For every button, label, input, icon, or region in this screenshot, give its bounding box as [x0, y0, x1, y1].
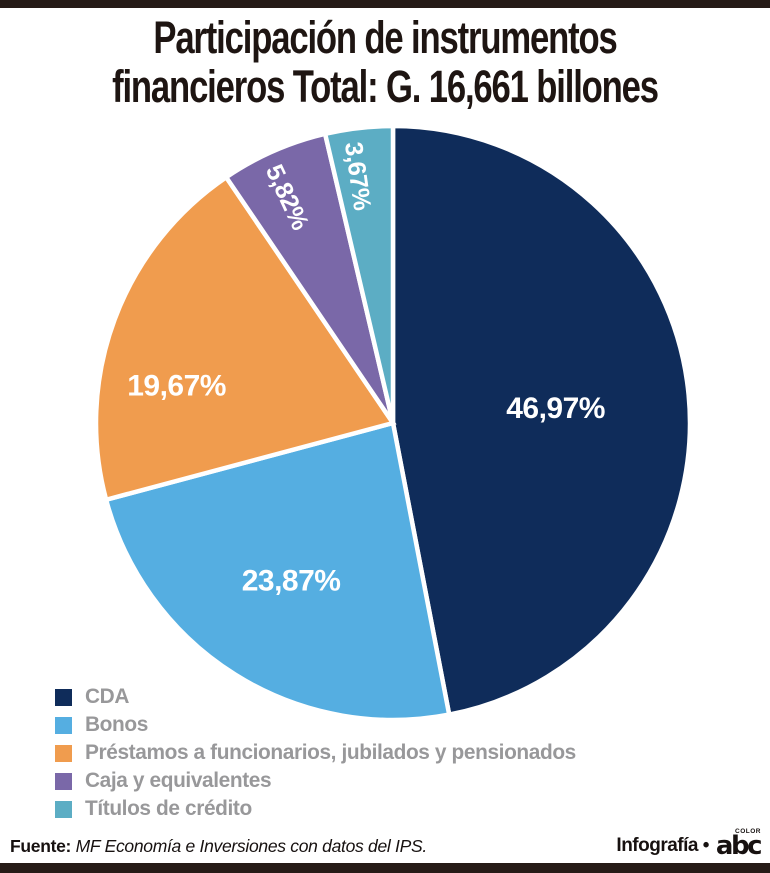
- legend-swatch-caja: [55, 772, 72, 790]
- legend-label-cda: CDA: [85, 684, 130, 709]
- pie-slice-value-prestamos: 19,67%: [127, 369, 226, 402]
- legend-label-titulos: Títulos de crédito: [85, 796, 252, 821]
- legend-label-caja: Caja y equivalentes: [85, 768, 272, 793]
- pie-slice-cda: [390, 123, 693, 718]
- source-text: MF Economía e Inversiones con datos del …: [75, 836, 428, 856]
- legend-item-titulos: Títulos de crédito: [55, 795, 591, 823]
- legend-swatch-cda: [55, 688, 72, 706]
- pie-slice-bonos: [103, 420, 452, 723]
- legend-item-caja: Caja y equivalentes: [55, 767, 591, 795]
- pie-slice-titulos: [322, 123, 396, 424]
- pie-slice-value-bonos: 23,87%: [242, 564, 341, 597]
- abc-logo-color-text: COLOR: [735, 828, 761, 836]
- legend-item-cda: CDA: [55, 683, 591, 711]
- footer: Fuente: MF Economía e Inversiones con da…: [10, 828, 763, 859]
- pie-slice-value-cda: 46,97%: [506, 392, 605, 425]
- legend-label-prestamos: Préstamos a funcionarios, jubilados y pe…: [85, 740, 576, 765]
- legend-label-bonos: Bonos: [85, 712, 148, 737]
- chart-title-line2: financieros Total: G. 16,661 billones: [112, 61, 659, 112]
- source-line: Fuente: MF Economía e Inversiones con da…: [10, 836, 427, 857]
- chart-title-line1: Participación de instrumentos: [153, 12, 617, 63]
- legend-item-prestamos: Préstamos a funcionarios, jubilados y pe…: [55, 739, 591, 767]
- credit-text: Infografía •: [616, 835, 709, 856]
- pie-slices: [93, 123, 693, 723]
- chart-title: Participación de instrumentos financiero…: [89, 13, 682, 111]
- abc-color-logo: COLOR abc: [716, 828, 763, 859]
- legend-item-bonos: Bonos: [55, 711, 591, 739]
- legend-swatch-titulos: [55, 800, 72, 818]
- top-bar: [0, 0, 770, 8]
- credit-line: Infografía • COLOR abc: [616, 828, 763, 859]
- legend-swatch-prestamos: [55, 744, 72, 762]
- bottom-bar: [0, 863, 770, 873]
- source-label: Fuente:: [10, 836, 72, 856]
- pie-slice-prestamos: [93, 174, 397, 503]
- legend-swatch-bonos: [55, 716, 72, 734]
- chart-legend: CDA Bonos Préstamos a funcionarios, jubila…: [55, 683, 591, 823]
- pie-chart: 46,97%23,87%19,67%5,82% 3,67%: [93, 123, 693, 723]
- abc-logo-text: abc: [715, 831, 763, 862]
